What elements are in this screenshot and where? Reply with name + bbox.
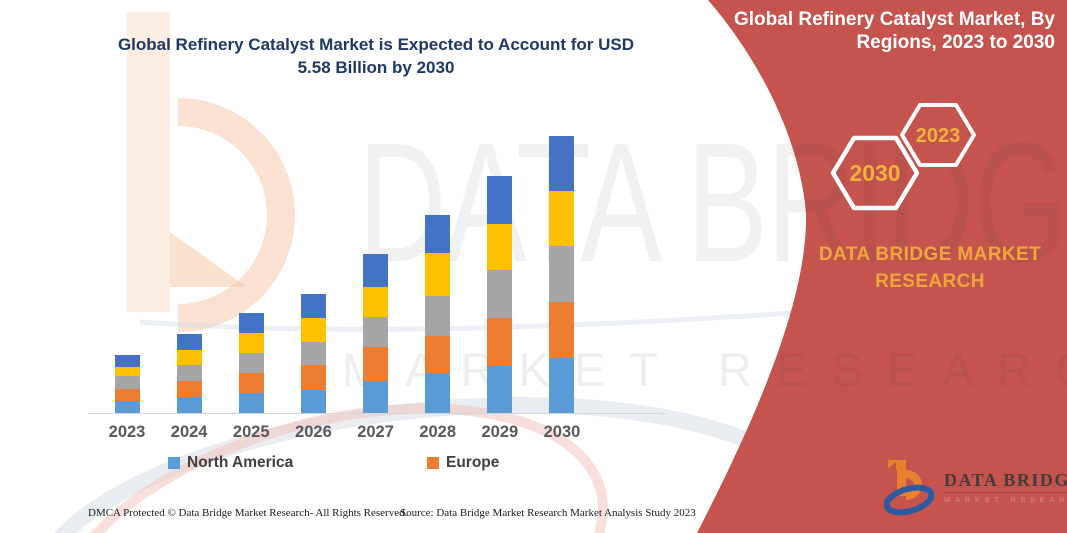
legend-swatch xyxy=(168,457,180,469)
bar-2023 xyxy=(114,355,140,413)
hexagon-2030-label: 2030 xyxy=(849,160,900,186)
legend-item-europe: Europe xyxy=(427,454,499,472)
bar-2027 xyxy=(363,254,389,413)
bar-segment xyxy=(176,381,202,397)
watermark-market-research-text: MARKET RESEARCH xyxy=(342,343,1067,396)
bar-segment xyxy=(238,313,264,333)
bar-segment xyxy=(176,334,202,350)
bar-2028 xyxy=(425,215,451,413)
bar-segment xyxy=(238,373,264,393)
bar-segment xyxy=(549,136,575,191)
bar-2025 xyxy=(238,313,264,413)
bar-segment xyxy=(300,342,326,365)
x-axis-line xyxy=(88,413,666,414)
page-title-line1: Global Refinery Catalyst Market is Expec… xyxy=(117,35,635,54)
bar-segment xyxy=(549,191,575,246)
hexagon-2023-label: 2023 xyxy=(916,125,961,147)
bar-segment xyxy=(487,176,513,224)
bar-segment xyxy=(425,336,451,373)
logo-title: DATA BRIDGE xyxy=(944,469,1067,490)
bar-segment xyxy=(114,355,140,367)
bar-segment xyxy=(549,358,575,413)
x-axis-label: 2025 xyxy=(232,423,270,441)
bar-segment xyxy=(176,397,202,413)
x-axis-label: 2027 xyxy=(357,423,394,441)
bar-segment xyxy=(487,270,513,318)
bar-2026 xyxy=(300,294,326,413)
footer-source-text: Source: Data Bridge Market Research Mark… xyxy=(400,507,696,519)
bar-segment xyxy=(114,367,140,376)
bar-segment xyxy=(114,389,140,401)
bar-segment xyxy=(176,365,202,381)
legend-item-north-america: North America xyxy=(168,454,293,472)
bar-segment xyxy=(487,318,513,366)
banner-title: Global Refinery Catalyst Market, By Regi… xyxy=(725,8,1055,54)
x-axis-label: 2030 xyxy=(543,423,581,441)
bar-segment xyxy=(549,246,575,302)
bar-segment xyxy=(238,353,264,373)
x-axis-label: 2028 xyxy=(419,423,457,441)
legend-label: Europe xyxy=(446,454,500,471)
banner-title-line1: Global Refinery Catalyst Market, By xyxy=(734,9,1055,30)
banner-title-line2: Regions, 2023 to 2030 xyxy=(856,32,1055,54)
legend-label: North America xyxy=(187,454,294,471)
bar-segment xyxy=(300,294,326,318)
bar-segment xyxy=(114,401,140,413)
bar-segment xyxy=(363,347,389,381)
bar-segment xyxy=(549,302,575,358)
x-axis-label: 2024 xyxy=(170,423,208,441)
data-bridge-logo-icon xyxy=(884,460,935,516)
hexagon-2030-badge xyxy=(830,135,920,211)
page-title: Global Refinery Catalyst Market is Expec… xyxy=(95,33,657,80)
x-axis-label: 2023 xyxy=(108,423,146,441)
bar-segment xyxy=(300,390,326,413)
bar-segment xyxy=(425,253,451,296)
bar-segment xyxy=(363,287,389,317)
bar-segment xyxy=(114,376,140,389)
hexagon-2023-badge xyxy=(900,103,976,167)
bar-segment xyxy=(300,318,326,342)
bar-segment xyxy=(425,373,451,413)
bar-segment xyxy=(487,366,513,413)
bar-segment xyxy=(176,350,202,365)
legend-swatch xyxy=(427,457,439,469)
bar-segment xyxy=(363,254,389,287)
data-bridge-logo: DATA BRIDGE MARKET RESEARCH xyxy=(884,458,1067,516)
bar-segment xyxy=(487,224,513,270)
bar-segment xyxy=(238,333,264,353)
logo-subtitle: MARKET RESEARCH xyxy=(944,495,1067,505)
bar-2029 xyxy=(487,176,513,413)
x-axis-label: 2026 xyxy=(295,423,332,441)
bar-2024 xyxy=(176,334,202,413)
banner-brand-text: DATA BRIDGE MARKET RESEARCH xyxy=(818,244,1042,292)
bar-segment xyxy=(363,381,389,413)
bar-segment xyxy=(425,215,451,253)
bar-segment xyxy=(425,296,451,336)
page-title-line2: 5.58 Billion by 2030 xyxy=(297,58,455,78)
bar-2030 xyxy=(549,136,575,413)
logo-divider xyxy=(944,491,1067,494)
bar-segment xyxy=(363,317,389,347)
x-axis-label: 2029 xyxy=(481,423,519,441)
bar-segment xyxy=(300,365,326,390)
bar-segment xyxy=(238,393,264,413)
footer-dmca-text: DMCA Protected © Data Bridge Market Rese… xyxy=(88,507,408,519)
